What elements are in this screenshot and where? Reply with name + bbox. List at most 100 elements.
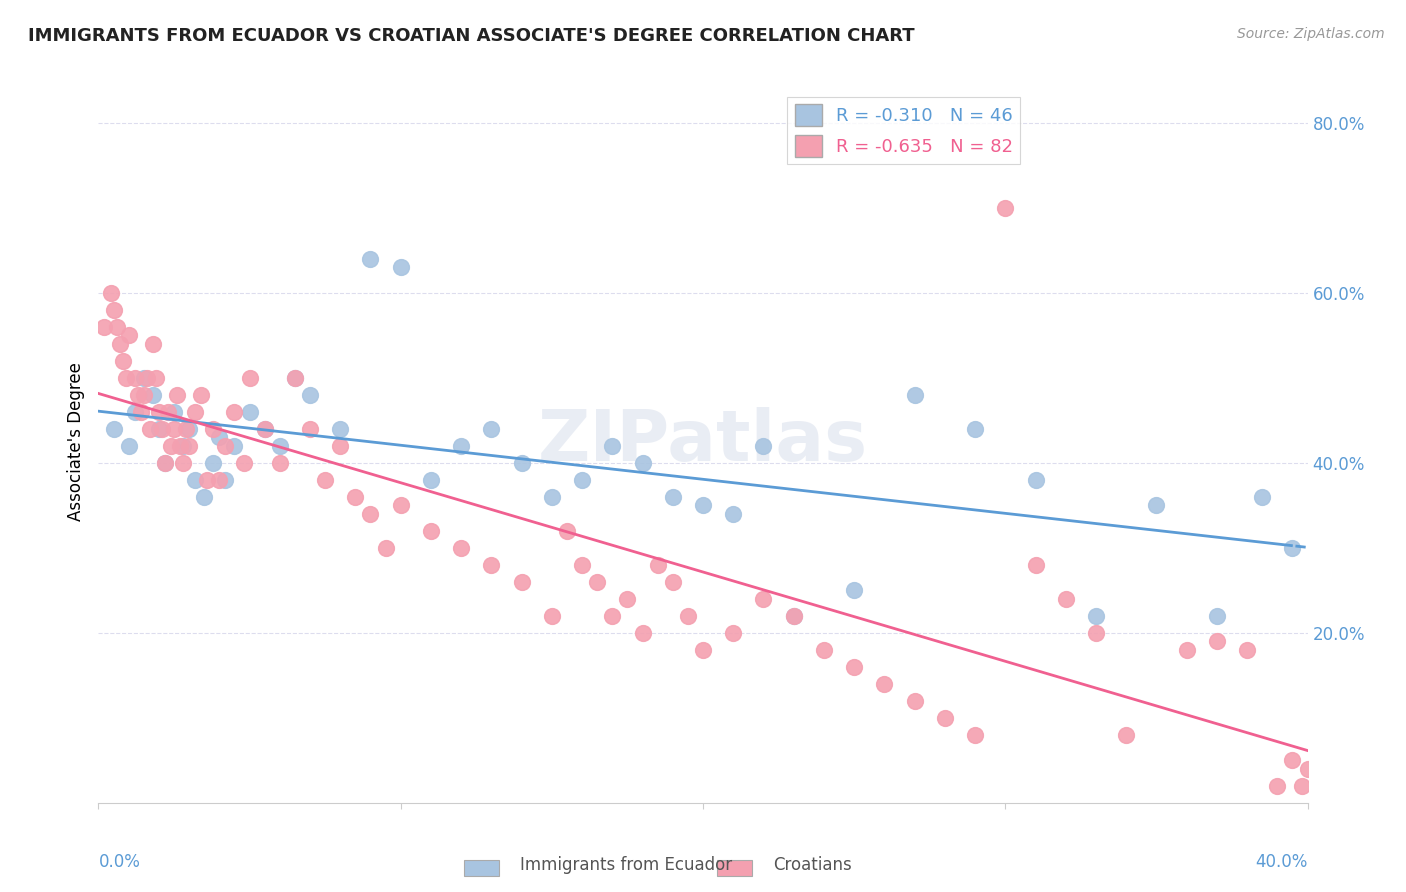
Point (160, 439, 183, 453)
Point (103, 302, 125, 317)
Point (224, 405, 246, 419)
Point (142, 336, 165, 351)
Point (934, 711, 956, 725)
Text: IMMIGRANTS FROM ECUADOR VS CROATIAN ASSOCIATE'S DEGREE CORRELATION CHART: IMMIGRANTS FROM ECUADOR VS CROATIAN ASSO… (28, 27, 915, 45)
Point (631, 625, 654, 640)
Point (389, 260, 412, 275)
Point (1291, 779, 1313, 793)
Point (586, 574, 609, 589)
Point (93, 319, 115, 334)
Point (723, 625, 745, 640)
Point (195, 473, 218, 487)
Point (148, 422, 170, 436)
Point (100, 285, 122, 300)
Text: 40.0%: 40.0% (1256, 854, 1308, 871)
Point (1115, 728, 1137, 742)
Point (253, 422, 276, 436)
Point (1296, 762, 1319, 776)
Point (214, 473, 236, 487)
Point (360, 507, 382, 521)
Point (172, 456, 194, 470)
Point (631, 456, 654, 470)
Point (105, 319, 128, 334)
Point (994, 201, 1017, 215)
Point (163, 422, 186, 436)
Point (132, 371, 155, 385)
Point (450, 439, 472, 453)
Point (1054, 591, 1077, 606)
Point (284, 371, 307, 385)
Point (1251, 490, 1274, 504)
Point (208, 473, 231, 487)
Point (420, 524, 443, 538)
Point (692, 498, 714, 512)
Point (1206, 634, 1229, 648)
Point (132, 388, 155, 402)
Point (783, 608, 806, 623)
Point (129, 405, 152, 419)
Point (1085, 608, 1108, 623)
Point (420, 473, 443, 487)
Point (148, 405, 170, 419)
Text: 0.0%: 0.0% (98, 854, 141, 871)
Point (184, 405, 207, 419)
Point (145, 371, 167, 385)
Point (172, 439, 194, 453)
Text: Source: ZipAtlas.com: Source: ZipAtlas.com (1237, 27, 1385, 41)
Point (166, 388, 188, 402)
Point (844, 583, 866, 598)
Point (752, 439, 775, 453)
Point (723, 507, 745, 521)
Point (904, 388, 927, 402)
Legend: R = -0.310   N = 46, R = -0.635   N = 82: R = -0.310 N = 46, R = -0.635 N = 82 (787, 96, 1021, 164)
Point (602, 608, 624, 623)
Point (965, 728, 987, 742)
Text: ZIPatlas: ZIPatlas (538, 407, 868, 476)
Point (299, 388, 322, 402)
Point (510, 574, 533, 589)
Point (540, 490, 562, 504)
Point (179, 422, 201, 436)
Point (139, 422, 162, 436)
Point (118, 328, 141, 343)
Point (481, 422, 503, 436)
Point (169, 439, 191, 453)
Point (202, 422, 225, 436)
Point (844, 660, 866, 674)
Point (344, 490, 367, 504)
Point (873, 677, 896, 691)
Point (329, 422, 352, 436)
Point (127, 388, 149, 402)
Point (314, 473, 336, 487)
Point (616, 591, 638, 606)
Point (450, 541, 472, 555)
Point (661, 490, 683, 504)
Point (571, 473, 593, 487)
Text: Croatians: Croatians (773, 856, 852, 874)
Point (1144, 498, 1167, 512)
Point (571, 558, 593, 572)
Point (647, 558, 669, 572)
Point (239, 371, 262, 385)
Point (284, 371, 307, 385)
Point (965, 422, 987, 436)
Point (904, 694, 927, 708)
Point (1024, 558, 1046, 572)
Point (224, 439, 246, 453)
Point (118, 439, 141, 453)
Point (124, 371, 146, 385)
Point (214, 439, 236, 453)
Point (783, 608, 806, 623)
Y-axis label: Associate's Degree: Associate's Degree (66, 362, 84, 521)
Point (360, 252, 382, 266)
Point (1236, 642, 1258, 657)
Point (208, 430, 231, 444)
Point (555, 524, 578, 538)
Point (269, 456, 291, 470)
Text: Immigrants from Ecuador: Immigrants from Ecuador (520, 856, 733, 874)
Point (124, 405, 146, 419)
Point (142, 388, 165, 402)
Point (676, 608, 699, 623)
Point (190, 388, 212, 402)
Point (1024, 473, 1046, 487)
